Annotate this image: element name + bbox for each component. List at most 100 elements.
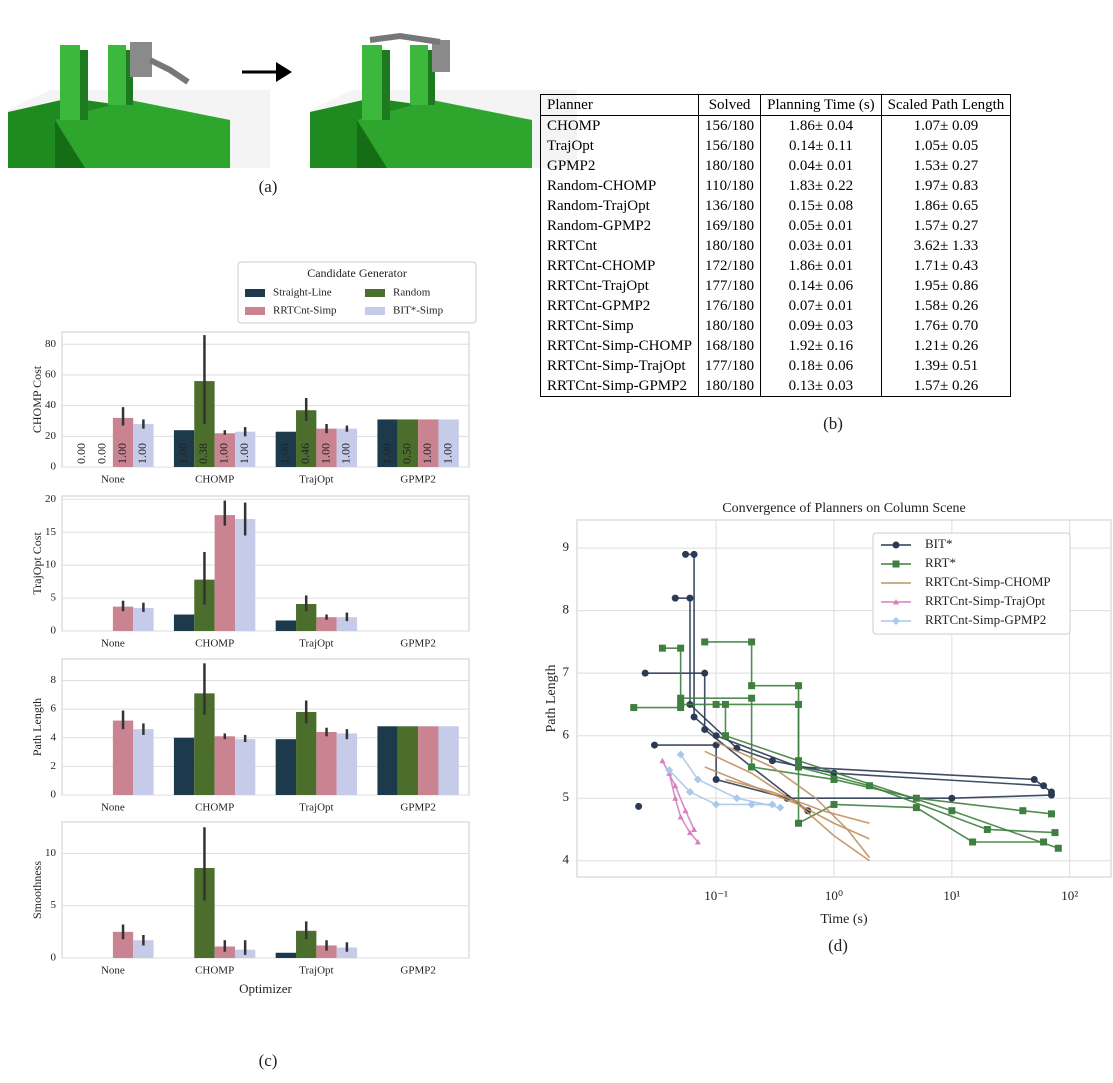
point: [677, 700, 685, 708]
table-cell: 3.62± 1.33: [880, 236, 1012, 256]
bar: [133, 607, 154, 631]
arrow: [242, 62, 292, 82]
point: [830, 775, 838, 783]
table-cell: 1.86± 0.04: [760, 115, 882, 136]
legend-marker: [892, 541, 900, 549]
table-cell: RRTCnt: [540, 236, 699, 256]
table-row: Random-TrajOpt 136/180 0.15± 0.08 1.86± 0.6…: [540, 196, 1012, 216]
table-cell: 110/180: [697, 176, 762, 196]
header-row: Planner Solved Planning Time (s) Scaled Pat…: [540, 94, 1012, 116]
bar: [194, 693, 215, 795]
table-row: Random-GPMP2 169/180 0.05± 0.01 1.57± 0.27: [540, 216, 1012, 236]
point: [748, 694, 756, 702]
table-cell: Random-TrajOpt: [540, 196, 699, 216]
point: [1047, 810, 1055, 818]
table-cell: 180/180: [697, 156, 762, 176]
table-cell: RRTCnt-Simp-GPMP2: [540, 376, 699, 397]
point: [712, 775, 720, 783]
point: [1051, 829, 1059, 837]
point: [768, 757, 776, 765]
table-cell: 0.07± 0.01: [760, 296, 882, 316]
bar: [296, 604, 317, 631]
table-cell: 1.76± 0.70: [880, 316, 1012, 336]
panel-label: (a): [259, 177, 278, 196]
table-cell: 0.09± 0.03: [760, 316, 882, 336]
point: [686, 829, 693, 836]
point: [776, 803, 785, 812]
legend-label: RRTCnt-Simp-TrajOpt: [925, 593, 1045, 608]
table-cell: RRTCnt-Simp: [540, 316, 699, 336]
legend-label: Straight-Line: [273, 287, 332, 299]
table-cell: CHOMP: [540, 115, 699, 136]
table-row: CHOMP 156/180 1.86± 0.04 1.07± 0.09: [540, 115, 1012, 136]
series-line: [662, 647, 1059, 849]
table-cell: RRTCnt-Simp-CHOMP: [540, 336, 699, 356]
bar: [234, 431, 256, 467]
bar: [336, 428, 358, 467]
series-line: [704, 750, 870, 862]
table-row: RRTCnt-CHOMP 172/180 1.86± 0.01 1.71± 0.43: [540, 256, 1012, 276]
point: [685, 787, 694, 796]
bar: [438, 726, 459, 795]
y-tick-label: 5: [51, 592, 57, 604]
point: [672, 782, 679, 789]
x-tick-label: 10¹: [943, 888, 960, 903]
x-tick-label: TrajOpt: [299, 802, 333, 814]
bar: [275, 952, 297, 958]
bar: [112, 720, 134, 795]
y-tick-label: 6: [51, 703, 57, 715]
table-cell: 1.53± 0.27: [880, 156, 1012, 176]
bar: [377, 419, 398, 467]
y-axis-label: Path Length: [30, 698, 44, 756]
success-label: 0.38: [196, 443, 210, 464]
bar: [275, 620, 297, 631]
table-row: RRTCnt-Simp-CHOMP 168/180 1.92± 0.16 1.21± …: [540, 336, 1012, 356]
y-tick-label: 60: [45, 368, 57, 380]
table-cell: 177/180: [697, 276, 762, 296]
point: [659, 757, 666, 764]
header-cell: Solved: [697, 94, 762, 116]
bar: [173, 430, 195, 467]
series-line: [679, 754, 781, 809]
point: [701, 725, 709, 733]
y-tick-label: 40: [45, 399, 57, 411]
y-tick-label: 0: [51, 625, 57, 637]
table-row: GPMP2 180/180 0.04± 0.01 1.53± 0.27: [540, 156, 1012, 176]
success-label: 1.00: [135, 443, 149, 464]
legend-box: [237, 261, 477, 324]
table-cell: 1.86± 0.65: [880, 196, 1012, 216]
x-tick-label: GPMP2: [400, 965, 435, 977]
point: [969, 838, 977, 846]
bar: [173, 737, 195, 795]
table-cell: 156/180: [697, 115, 762, 136]
bar: [316, 945, 337, 958]
bar: [316, 617, 337, 631]
y-axis-label: Path Length: [544, 664, 559, 732]
legend-label: BIT*-Simp: [393, 305, 444, 317]
point: [732, 794, 741, 803]
scene-image-right: [310, 32, 577, 168]
y-tick-label: 8: [51, 674, 57, 686]
point: [1040, 838, 1048, 846]
success-label: 1.00: [318, 443, 332, 464]
y-tick-label: 7: [563, 664, 570, 679]
legend-marker: [892, 560, 900, 568]
table-cell: 1.95± 0.86: [880, 276, 1012, 296]
point: [671, 594, 679, 602]
y-axis-label: CHOMP Cost: [30, 365, 44, 433]
bar: [133, 424, 154, 467]
header-cell: Planner: [540, 94, 699, 116]
table-cell: 1.58± 0.26: [880, 296, 1012, 316]
bar: [296, 930, 317, 958]
bar: [112, 931, 134, 958]
table-cell: 1.07± 0.09: [880, 115, 1012, 136]
table-cell: 177/180: [697, 356, 762, 376]
point: [795, 682, 803, 690]
point: [677, 813, 684, 820]
point: [690, 550, 698, 558]
table-cell: 1.39± 0.51: [880, 356, 1012, 376]
y-tick-label: 80: [45, 338, 57, 350]
y-tick-label: 0: [51, 952, 57, 964]
y-tick-label: 2: [51, 760, 57, 772]
